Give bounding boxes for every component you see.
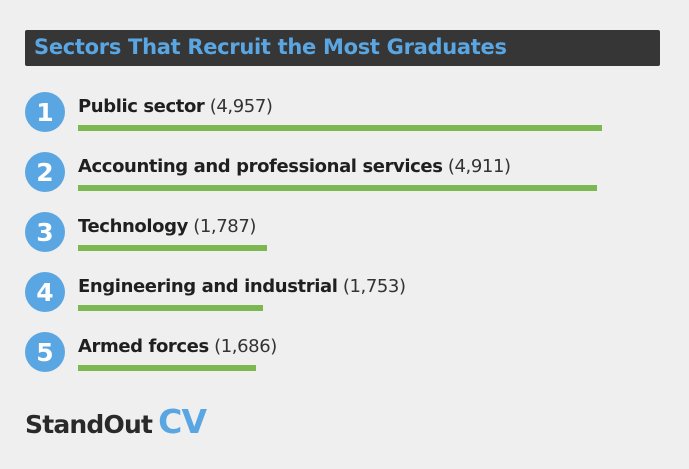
rank-badge: 1	[25, 92, 65, 132]
rank-badge: 5	[25, 332, 65, 372]
value-label: (1,753)	[342, 276, 406, 297]
category-name: Technology	[78, 216, 188, 237]
chart-title: Sectors That Recruit the Most Graduates	[34, 35, 507, 59]
bar	[78, 365, 256, 371]
value-label: (1,686)	[214, 336, 277, 357]
category-name: Engineering and industrial	[78, 276, 338, 297]
value-label: (1,787)	[193, 216, 257, 237]
category-name: Public sector	[78, 96, 205, 117]
rank-badge: 4	[25, 272, 65, 312]
value-label: (4,957)	[209, 96, 273, 117]
category-label-row: Armed forces (1,686)	[78, 336, 277, 357]
category-label-row: Public sector (4,957)	[78, 96, 273, 117]
rank-badge: 2	[25, 152, 65, 192]
bar	[78, 245, 267, 251]
category-label-row: Technology (1,787)	[78, 216, 256, 237]
bar	[78, 185, 597, 191]
bar	[78, 305, 263, 311]
category-label-row: Engineering and industrial (1,753)	[78, 276, 406, 297]
title-bar: Sectors That Recruit the Most Graduates	[25, 30, 660, 66]
category-name: Armed forces	[78, 336, 209, 357]
category-name: Accounting and professional services	[78, 156, 443, 177]
category-label-row: Accounting and professional services (4,…	[78, 156, 511, 177]
bar	[78, 125, 602, 131]
logo-word-cv: CV	[158, 402, 207, 441]
standout-cv-logo: StandOut CV	[25, 402, 207, 441]
value-label: (4,911)	[447, 156, 511, 177]
logo-word-standout: StandOut	[25, 410, 153, 439]
rank-badge: 3	[25, 212, 65, 252]
